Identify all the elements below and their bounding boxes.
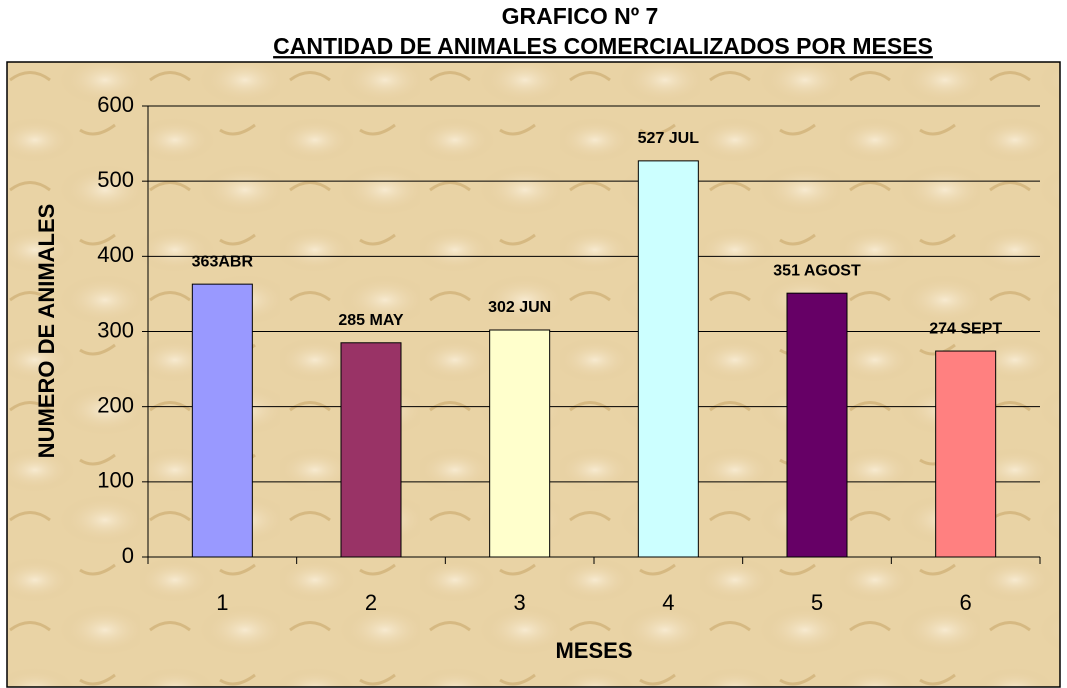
value-label: 285 MAY bbox=[338, 312, 404, 329]
x-tick-label: 4 bbox=[662, 590, 674, 615]
x-axis-label: MESES bbox=[555, 638, 632, 663]
bar bbox=[340, 342, 402, 558]
y-tick-label: 600 bbox=[97, 92, 134, 117]
chart-title: GRAFICO Nº 7 bbox=[502, 3, 659, 29]
y-tick-label: 300 bbox=[97, 317, 134, 342]
value-label: 363ABR bbox=[192, 253, 254, 270]
value-label: 302 JUN bbox=[488, 299, 551, 316]
bar bbox=[786, 292, 848, 558]
x-tick-label: 5 bbox=[811, 590, 823, 615]
y-tick-label: 100 bbox=[97, 468, 134, 493]
value-label: 527 JUL bbox=[638, 130, 700, 147]
y-tick-label: 200 bbox=[97, 392, 134, 417]
y-tick-label: 0 bbox=[122, 543, 134, 568]
x-tick-label: 1 bbox=[216, 590, 228, 615]
y-axis-label: NUMERO DE ANIMALES bbox=[34, 204, 59, 459]
chart-subtitle: CANTIDAD DE ANIMALES COMERCIALIZADOS POR… bbox=[273, 33, 933, 59]
bar bbox=[489, 329, 551, 558]
value-label: 351 AGOST bbox=[773, 262, 861, 279]
x-tick-label: 6 bbox=[960, 590, 972, 615]
bar bbox=[191, 283, 253, 558]
x-tick-label: 3 bbox=[514, 590, 526, 615]
y-tick-label: 400 bbox=[97, 242, 134, 267]
bar bbox=[935, 350, 997, 558]
x-tick-label: 2 bbox=[365, 590, 377, 615]
bar bbox=[637, 160, 699, 558]
y-tick-label: 500 bbox=[97, 167, 134, 192]
value-label: 274 SEPT bbox=[929, 320, 1002, 337]
